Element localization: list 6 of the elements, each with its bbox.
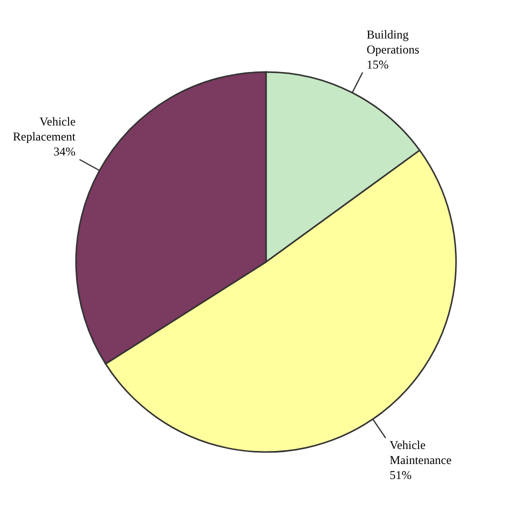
data-label: 34%: [54, 144, 76, 158]
data-label: 15%: [366, 57, 389, 72]
data-label: 51%: [390, 468, 412, 482]
slice-label: Vehicle Replacement: [12, 114, 76, 144]
slice-label: Vehicle Maintenance: [390, 438, 452, 468]
slice-label: Building Operations: [366, 27, 420, 56]
